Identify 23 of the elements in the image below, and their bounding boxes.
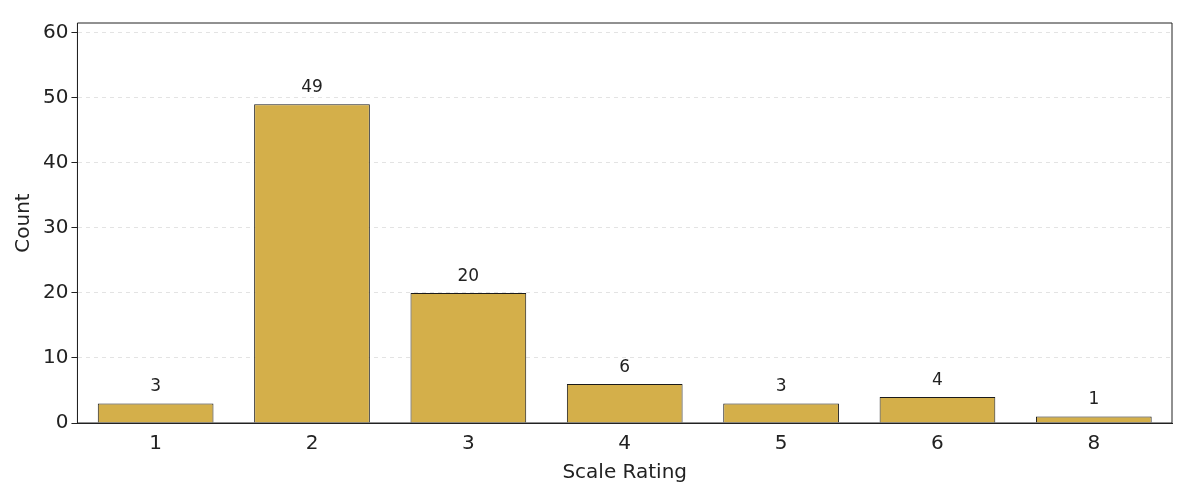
y-tick-label: 30 bbox=[43, 214, 69, 239]
y-tick-label: 60 bbox=[43, 18, 69, 43]
x-tick-label: 4 bbox=[618, 430, 632, 455]
data-label: 4 bbox=[932, 368, 943, 389]
y-tick-label: 0 bbox=[55, 409, 69, 434]
x-axis-title: Scale Rating bbox=[562, 459, 688, 484]
data-label: 1 bbox=[1088, 388, 1100, 409]
x-tick-label: 3 bbox=[461, 430, 475, 455]
y-tick-label: 40 bbox=[43, 149, 69, 174]
y-axis-title: Count bbox=[10, 193, 35, 253]
data-label: 20 bbox=[457, 264, 480, 285]
data-label: 6 bbox=[619, 355, 631, 376]
data-label: 49 bbox=[301, 76, 323, 97]
x-tick-label: 1 bbox=[149, 430, 162, 455]
x-tick-label: 5 bbox=[774, 430, 788, 455]
data-label: 3 bbox=[775, 375, 787, 396]
x-tick-label: 6 bbox=[931, 430, 944, 455]
data-label: 3 bbox=[150, 375, 162, 396]
x-tick-label: 8 bbox=[1087, 430, 1101, 455]
y-tick-label: 20 bbox=[43, 279, 69, 304]
y-tick-label: 10 bbox=[43, 344, 69, 369]
x-tick-label: 2 bbox=[305, 430, 319, 455]
y-tick-label: 50 bbox=[43, 84, 69, 108]
